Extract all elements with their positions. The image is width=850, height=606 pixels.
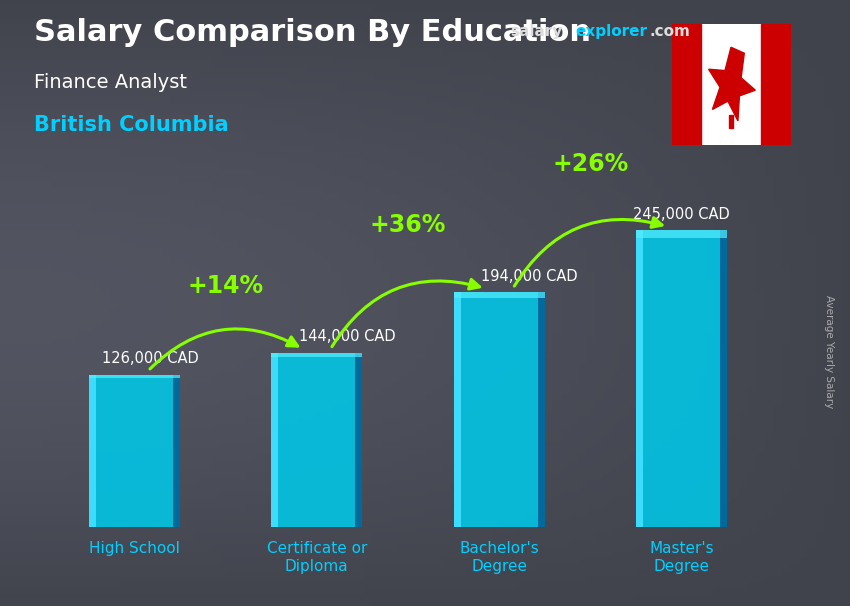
Text: +14%: +14% [188, 274, 264, 298]
Text: British Columbia: British Columbia [34, 115, 229, 135]
Text: explorer: explorer [575, 24, 648, 39]
Bar [454, 292, 545, 298]
Text: salary: salary [510, 24, 563, 39]
Bar [761, 24, 790, 145]
Bar [537, 292, 545, 527]
Bar [88, 375, 180, 527]
Bar [728, 115, 734, 128]
Text: Finance Analyst: Finance Analyst [34, 73, 187, 92]
Bar [720, 230, 728, 527]
Text: Average Yearly Salary: Average Yearly Salary [824, 295, 834, 408]
Bar [454, 292, 461, 527]
Bar [88, 375, 180, 378]
Text: Salary Comparison By Education: Salary Comparison By Education [34, 18, 591, 47]
Text: 194,000 CAD: 194,000 CAD [481, 268, 578, 284]
Bar [355, 353, 362, 527]
Bar [636, 230, 728, 238]
Bar [173, 375, 180, 527]
Polygon shape [709, 47, 756, 121]
Bar [271, 353, 362, 357]
Text: +36%: +36% [370, 213, 446, 238]
Bar [454, 292, 545, 527]
Text: +26%: +26% [552, 152, 628, 176]
Bar [271, 353, 362, 527]
Bar [636, 230, 728, 527]
Bar [701, 24, 761, 145]
Text: 144,000 CAD: 144,000 CAD [298, 329, 395, 344]
Text: .com: .com [649, 24, 690, 39]
Text: 245,000 CAD: 245,000 CAD [633, 207, 730, 222]
Bar [636, 230, 643, 527]
Bar [271, 353, 279, 527]
Bar [88, 375, 96, 527]
Text: 126,000 CAD: 126,000 CAD [101, 351, 198, 366]
Bar [672, 24, 701, 145]
